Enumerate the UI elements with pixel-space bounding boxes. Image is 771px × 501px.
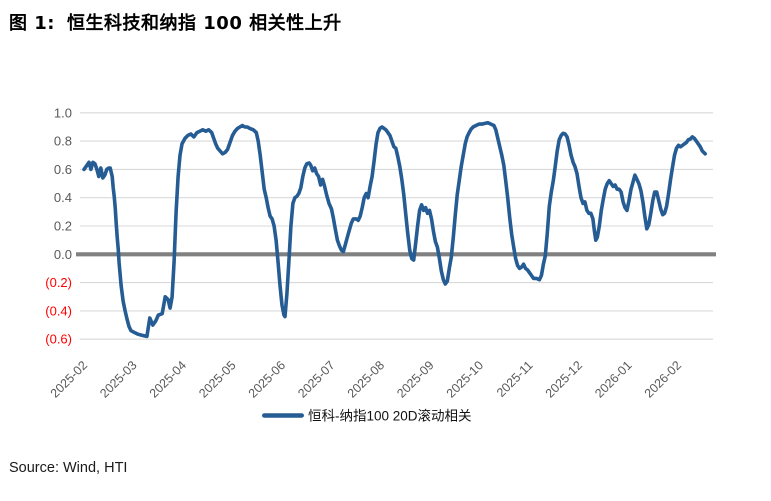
figure-label: 图 1:: [9, 13, 55, 34]
y-tick-label: 0.0: [54, 247, 72, 262]
x-tick-label: 2025-04: [147, 358, 189, 400]
y-tick-label: 0.2: [54, 219, 72, 234]
x-tick-label: 2025-02: [48, 358, 90, 400]
legend-label: 恒科-纳指100 20D滚动相关: [308, 408, 472, 424]
y-tick-label: 0.6: [54, 162, 72, 177]
x-tick-label: 2025-05: [196, 358, 238, 400]
x-tick-label: 2026-02: [642, 358, 684, 400]
x-tick-label: 2025-03: [97, 358, 139, 400]
figure-title: 图 1: 恒生科技和纳指 100 相关性上升: [9, 9, 342, 35]
x-tick-label: 2025-09: [394, 358, 436, 400]
correlation-chart: 1.0 0.8 0.6 0.4 0.2 0.0 (0.2) (0.4) (0.6) 2025-02…: [45, 105, 716, 424]
x-tick-label: 2026-01: [592, 358, 634, 400]
legend-swatch: [262, 413, 304, 418]
x-tick-label: 2025-10: [444, 358, 486, 400]
y-tick-label: (0.4): [45, 303, 72, 318]
y-tick-label: (0.2): [45, 275, 72, 290]
figure-title-text: 恒生科技和纳指 100 相关性上升: [67, 13, 342, 34]
x-tick-label: 2025-08: [345, 358, 387, 400]
y-tick-label: (0.6): [45, 332, 72, 347]
x-tick-label: 2025-11: [494, 358, 536, 400]
correlation-line: [82, 120, 708, 339]
source-note: Source: Wind, HTI: [9, 460, 128, 476]
y-tick-label: 0.8: [54, 134, 72, 149]
y-tick-label: 0.4: [54, 190, 72, 205]
x-tick-label: 2025-06: [246, 358, 288, 400]
x-tick-label: 2025-12: [543, 358, 585, 400]
y-tick-label: 1.0: [54, 105, 72, 120]
x-tick-label: 2025-07: [295, 358, 337, 400]
